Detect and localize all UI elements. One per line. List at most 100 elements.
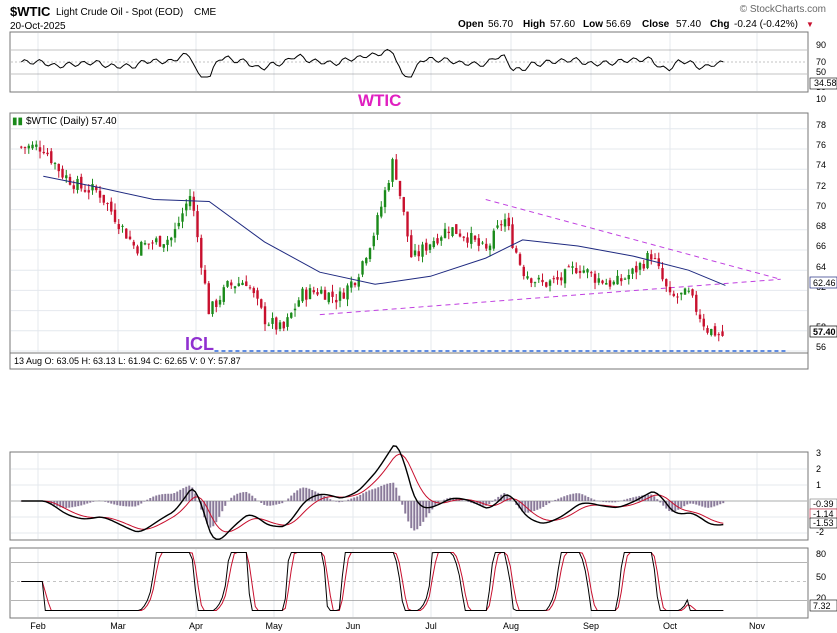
candle-body [207,283,210,315]
macd-hist-bar [554,499,557,501]
candle-body [387,182,390,191]
candle-body [368,248,372,260]
candle-body [601,280,604,284]
candle-body [143,243,147,245]
macd-hist-bar [584,495,587,501]
macd-hist-bar [77,501,80,507]
macd-hist-bar [206,501,209,524]
candle-body [113,209,117,222]
candle-body [200,237,203,268]
macd-hist-bar [353,497,356,501]
candle-body [676,296,679,298]
candle-body [402,197,405,212]
candle-body [147,243,150,245]
candle-body [87,190,90,193]
macd-tick-m2: -2 [816,527,824,537]
candle-body [687,290,690,292]
candle-body [121,225,124,227]
macd-hist-bar [107,501,110,503]
macd-line-box [809,517,837,529]
rsi-gridlines [11,49,807,75]
candle-body [342,292,345,299]
macd-hist-bar [338,501,341,503]
macd-hist-bar [383,484,386,501]
high-label: High [523,19,545,30]
candle-body [605,282,608,285]
macd-hist-bar [632,497,635,501]
price-tick-56: 56 [816,342,826,352]
candle-body [83,190,87,192]
candle-body [638,263,642,270]
macd-hist-bar [371,489,374,501]
candle-body [515,248,518,253]
price-tick-68: 68 [816,221,826,231]
candle-body [241,282,244,285]
price-tick-66: 66 [816,241,826,251]
candle-body [597,278,600,283]
candle-body [305,289,308,300]
macd-hist-bar [548,501,551,504]
candle-body [485,243,488,249]
candle-body [477,238,480,246]
macd-hist-bar [128,501,131,507]
macd-hist-bar [62,501,65,508]
candle-body [35,144,38,147]
candle-body [462,236,465,238]
open-value: 56.70 [488,19,513,30]
macd-hist-bar [581,494,584,501]
macd-hist-bar [134,501,137,507]
macd-hist-bar [362,493,365,501]
candle-body [346,285,349,300]
macd-hist-bar [716,501,719,506]
candle-body [181,213,184,222]
macd-hist-bar [641,495,644,501]
macd-hist-bar [665,501,668,509]
macd-hist-bar [560,497,563,501]
candle-body [541,279,544,283]
macd-hist-bar [122,501,125,507]
macd-hist-bar [485,501,488,506]
macd-hist-bar [545,501,548,506]
macd-hist-bar [269,501,272,506]
candle-body [526,276,529,279]
macd-hist-bar [572,493,575,501]
macd-hist-bar [80,501,83,506]
rsi-tick-50: 50 [816,67,826,77]
candle-body [406,211,409,237]
macd-line [21,445,724,540]
macd-hist-bar [410,501,413,529]
macd-hist-bar [218,501,221,517]
candle-body [76,178,79,190]
macd-hist-bar [710,501,713,508]
month-feb: Feb [30,621,46,631]
macd-hist-bar [377,487,380,501]
macd-hist-bar [320,494,323,501]
candle-body [631,268,634,274]
x-axis: Feb Mar Apr May Jun Jul Aug Sep Oct Nov [30,621,765,631]
macd-hist-bar [152,496,155,501]
candle-body [455,224,458,234]
macd-hist-bar [104,501,107,502]
candle-body [380,206,383,217]
candle-body [110,201,113,212]
macd-hist-bar [173,493,176,501]
candle-body [503,219,507,227]
candle-body [575,267,578,274]
macd-hist-bar [299,488,302,501]
macd-hist-bar [578,493,581,501]
macd-hist-bar [224,501,227,506]
macd-hist-bar [149,498,152,501]
chart-description: Light Crude Oil - Spot (EOD) [56,7,183,18]
rsi-line [20,48,724,78]
month-sep: Sep [583,621,599,631]
macd-hist-bar [215,501,218,523]
macd-hist-bar [341,501,344,502]
macd-hist-bar [248,493,251,501]
macd-hist-bar [671,501,674,512]
month-mar: Mar [110,621,126,631]
candle-body [301,288,304,302]
macd-hist-bar [89,501,92,503]
macd-hist-bar [557,498,560,501]
macd-hist-bar [20,501,23,502]
hover-readout: 13 Aug O: 63.05 H: 63.13 L: 61.94 C: 62.… [14,356,241,366]
